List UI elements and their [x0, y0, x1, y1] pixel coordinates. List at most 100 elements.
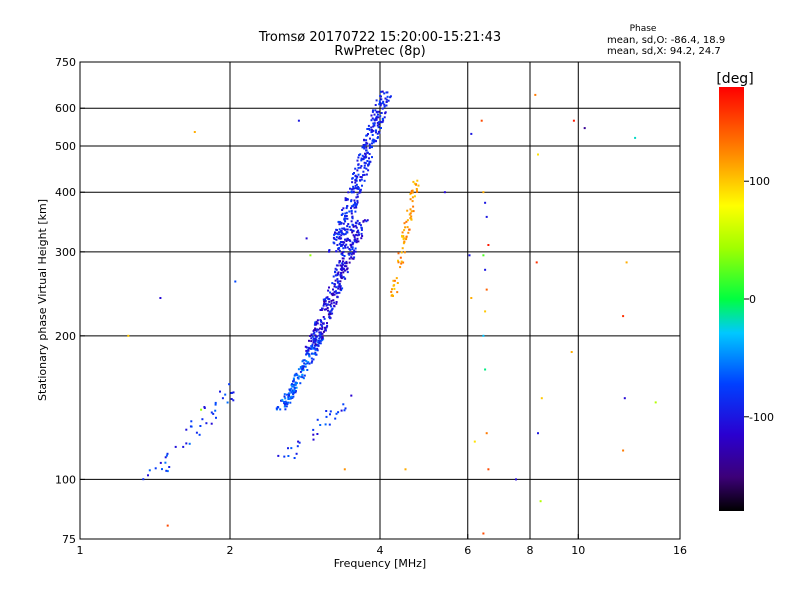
data-point	[326, 296, 329, 299]
data-point	[354, 174, 357, 177]
data-point	[311, 360, 314, 363]
data-point	[345, 243, 348, 246]
data-point	[399, 256, 402, 259]
data-point	[355, 204, 357, 207]
data-point	[234, 280, 237, 283]
data-point	[368, 157, 370, 160]
data-point	[354, 210, 357, 213]
data-point	[356, 201, 359, 204]
data-point	[333, 238, 336, 240]
data-point	[412, 180, 415, 183]
data-point	[335, 302, 338, 305]
y-axis-label: Stationary phase Virtual Height [km]	[36, 199, 49, 401]
data-point	[363, 164, 366, 167]
data-point	[330, 299, 333, 302]
data-point	[410, 217, 413, 220]
data-point	[345, 262, 348, 265]
data-point	[337, 411, 340, 414]
data-point	[342, 263, 344, 266]
data-point	[340, 277, 343, 280]
data-point	[292, 395, 295, 398]
data-point	[312, 428, 315, 431]
data-point	[301, 369, 304, 372]
data-point	[470, 297, 473, 299]
data-point	[292, 377, 295, 380]
data-point	[332, 299, 335, 302]
data-point	[325, 296, 328, 299]
data-point	[353, 235, 356, 238]
data-point	[337, 272, 340, 275]
data-point	[371, 117, 374, 120]
data-point	[321, 307, 323, 310]
data-point	[348, 257, 351, 260]
data-point	[382, 100, 385, 103]
data-point	[377, 113, 379, 116]
data-point	[583, 127, 586, 130]
data-point	[319, 339, 322, 342]
data-point	[381, 90, 384, 93]
data-point	[329, 410, 332, 413]
data-point	[397, 252, 400, 255]
data-point	[294, 391, 297, 394]
data-point	[373, 118, 376, 121]
data-point	[342, 232, 344, 235]
data-point	[336, 264, 339, 267]
data-point	[336, 244, 339, 246]
data-point	[372, 138, 375, 141]
data-point	[321, 335, 324, 338]
y-tick-label: 400	[55, 186, 76, 199]
colorbar-ticks: 100 0 -100	[744, 175, 774, 424]
data-point	[314, 348, 317, 351]
data-point	[277, 454, 280, 457]
data-point	[359, 191, 362, 194]
data-point	[327, 289, 330, 292]
x-tick-label: 4	[377, 544, 384, 557]
data-point	[402, 261, 405, 264]
data-point	[201, 418, 204, 421]
data-point	[625, 261, 628, 264]
data-point	[316, 418, 319, 421]
data-point	[352, 252, 355, 255]
data-point	[390, 290, 393, 293]
data-point	[185, 442, 188, 445]
data-point	[313, 323, 316, 326]
data-point	[319, 327, 321, 330]
data-point	[327, 313, 330, 316]
data-point	[354, 201, 356, 204]
data-point	[374, 104, 377, 106]
data-point	[372, 109, 374, 112]
data-point	[338, 283, 341, 286]
data-point	[325, 415, 328, 418]
data-point	[346, 225, 349, 228]
data-point	[228, 383, 231, 386]
data-point	[377, 126, 380, 129]
data-point	[359, 224, 362, 227]
data-point	[350, 253, 353, 256]
data-point	[570, 351, 573, 353]
data-point	[326, 303, 329, 306]
data-point	[304, 365, 307, 368]
data-point	[356, 219, 359, 222]
data-point	[393, 287, 396, 290]
data-point	[309, 335, 312, 337]
data-point	[159, 297, 162, 299]
data-point	[413, 195, 416, 198]
data-point	[351, 177, 354, 180]
data-point	[297, 440, 300, 443]
data-point	[296, 374, 299, 377]
data-point	[147, 474, 149, 477]
data-point	[291, 389, 294, 392]
data-point	[189, 425, 192, 428]
data-point	[345, 211, 348, 214]
colorbar-tick-label: -100	[749, 411, 774, 424]
data-point	[290, 387, 293, 390]
data-point	[226, 401, 229, 404]
data-point	[341, 227, 344, 230]
data-point	[367, 133, 369, 135]
data-point	[374, 140, 377, 143]
data-point	[312, 358, 315, 361]
data-point	[331, 312, 334, 315]
data-point	[484, 368, 487, 371]
data-point	[310, 357, 313, 360]
data-point	[299, 382, 302, 385]
